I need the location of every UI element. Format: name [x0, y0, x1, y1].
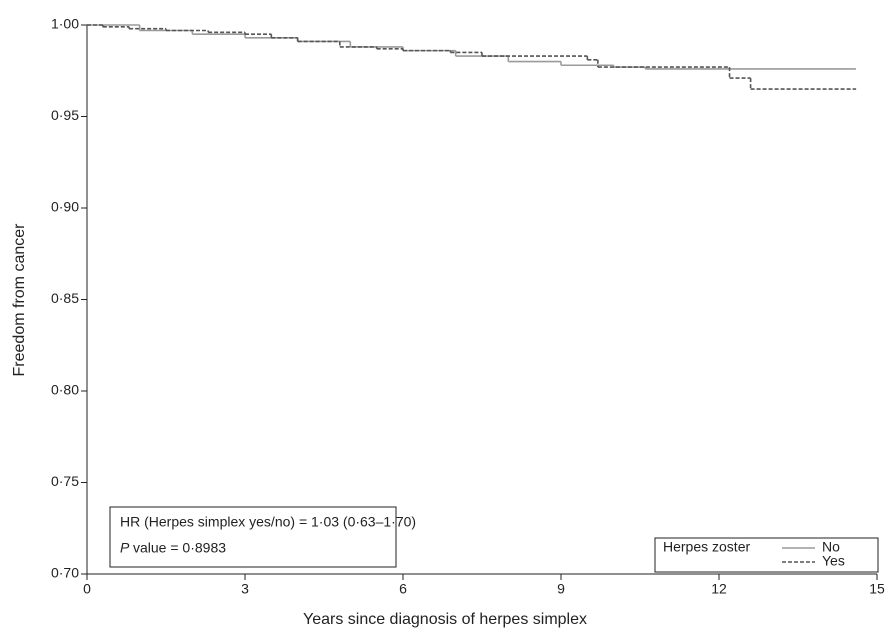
- y-tick-label: 1·00: [51, 16, 79, 32]
- annotation: value = 0·8983: [133, 540, 226, 556]
- annotation: P: [120, 540, 130, 556]
- annotation-box: [109, 506, 397, 568]
- y-axis-label: Freedom from cancer: [11, 223, 28, 377]
- legend-title: Herpes zoster: [663, 539, 750, 555]
- y-tick-label: 0·70: [51, 565, 79, 581]
- x-tick-label: 0: [83, 581, 91, 597]
- legend-label: No: [822, 539, 840, 555]
- x-axis-label: Years since diagnosis of herpes simplex: [303, 611, 587, 628]
- y-tick-label: 0·75: [51, 473, 79, 489]
- x-tick-label: 9: [557, 581, 565, 597]
- y-tick-label: 0·95: [51, 107, 79, 123]
- annotation: HR (Herpes simplex yes/no) = 1·03 (0·63–…: [120, 514, 416, 530]
- x-tick-label: 6: [399, 581, 407, 597]
- x-tick-label: 15: [869, 581, 885, 597]
- x-tick-label: 12: [711, 581, 727, 597]
- legend-label: Yes: [822, 553, 845, 569]
- legend-box: [654, 537, 879, 573]
- y-tick-label: 0·85: [51, 290, 79, 306]
- y-tick-label: 0·90: [51, 199, 79, 215]
- x-tick-label: 3: [241, 581, 249, 597]
- y-tick-label: 0·80: [51, 382, 79, 398]
